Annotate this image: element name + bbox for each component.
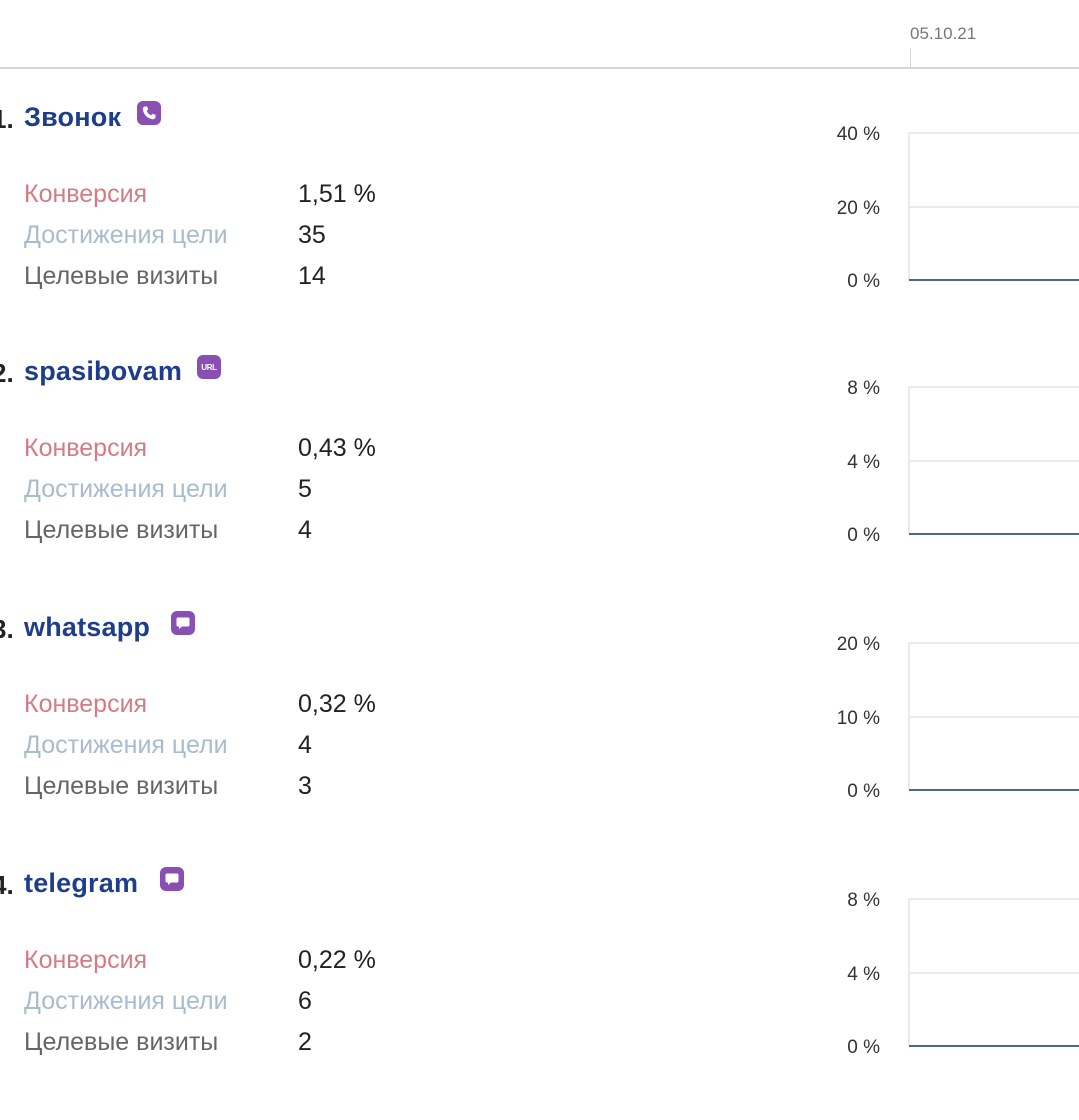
goal-reaches-label: Достижения цели (24, 731, 228, 759)
target-visits-label: Целевые визиты (24, 1028, 219, 1056)
goal-reaches-label: Достижения цели (24, 221, 228, 249)
goal-name[interactable]: spasibovam (24, 356, 183, 386)
goal-reaches-label: Достижения цели (24, 475, 228, 503)
goal-card: 4. telegram Конверсия 0,22 % Достижения … (0, 865, 1079, 1120)
y-tick-label: 0 % (847, 1037, 880, 1058)
conversion-value: 0,32 % (298, 690, 376, 718)
target-visits-value: 3 (298, 772, 312, 800)
conversion-label: Конверсия (24, 690, 148, 718)
y-tick-label: 4 % (847, 964, 880, 985)
y-tick-label: 0 % (847, 525, 880, 546)
goal-card: 3. whatsapp Конверсия 0,32 % Достижения … (0, 609, 1079, 864)
date-axis-tick (910, 48, 911, 68)
date-axis-label: 05.10.21 (910, 24, 977, 43)
goal-reaches-value: 35 (298, 221, 326, 249)
y-tick-label: 8 % (847, 890, 880, 911)
goal-reaches-value: 6 (298, 987, 312, 1015)
top-divider (0, 67, 1079, 69)
y-tick-label: 0 % (847, 781, 880, 802)
goal-number: 3. (0, 614, 14, 644)
y-tick-label: 20 % (837, 634, 880, 655)
conversion-label: Конверсия (24, 180, 148, 208)
goal-card: 1. Звонок Конверсия 1,51 % Достижения це… (0, 99, 1079, 354)
target-visits-value: 2 (298, 1028, 312, 1056)
goal-card: 2. spasibovam URL Конверсия 0,43 % Дости… (0, 353, 1079, 608)
chat-icon (171, 611, 195, 635)
conversion-label: Конверсия (24, 434, 148, 462)
conversion-value: 0,22 % (298, 946, 376, 974)
conversion-value: 1,51 % (298, 180, 376, 208)
goal-number: 1. (0, 104, 14, 134)
conversion-label: Конверсия (24, 946, 148, 974)
target-visits-value: 4 (298, 516, 312, 544)
conversion-value: 0,43 % (298, 434, 376, 462)
conversion-chart: 8 % 4 % 0 % (847, 378, 1079, 546)
goal-number: 2. (0, 358, 14, 388)
y-tick-label: 40 % (837, 124, 880, 145)
y-tick-label: 0 % (847, 271, 880, 292)
y-tick-label: 4 % (847, 452, 880, 473)
goal-name[interactable]: Звонок (24, 102, 122, 132)
goal-number: 4. (0, 870, 14, 900)
target-visits-value: 14 (298, 262, 326, 290)
chat-icon (160, 867, 184, 891)
y-tick-label: 10 % (837, 708, 880, 729)
target-visits-label: Целевые визиты (24, 262, 219, 290)
goal-name[interactable]: whatsapp (24, 612, 151, 642)
goal-reaches-value: 4 (298, 731, 312, 759)
conversion-chart: 40 % 20 % 0 % (837, 124, 1079, 292)
y-tick-label: 20 % (837, 198, 880, 219)
conversion-chart: 8 % 4 % 0 % (847, 890, 1079, 1058)
target-visits-label: Целевые визиты (24, 516, 219, 544)
y-tick-label: 8 % (847, 378, 880, 399)
goal-name[interactable]: telegram (24, 868, 139, 898)
goal-reaches-label: Достижения цели (24, 987, 228, 1015)
url-icon: URL (197, 355, 221, 379)
goal-reaches-value: 5 (298, 475, 312, 503)
target-visits-label: Целевые визиты (24, 772, 219, 800)
url-icon-text: URL (201, 362, 217, 372)
conversion-chart: 20 % 10 % 0 % (837, 634, 1079, 802)
phone-icon (137, 101, 161, 125)
